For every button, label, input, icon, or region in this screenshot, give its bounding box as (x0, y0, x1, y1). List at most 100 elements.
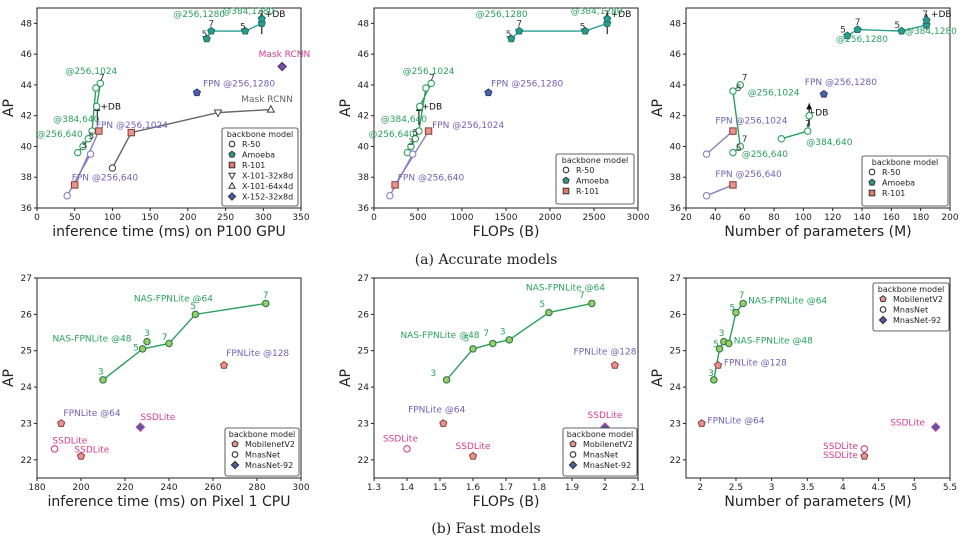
data-point (241, 26, 250, 35)
y-tick-label: 38 (358, 173, 370, 183)
y-tick-label: 44 (358, 81, 370, 91)
data-point (922, 16, 931, 24)
data-point (427, 79, 435, 88)
data-point (714, 360, 723, 369)
point-label: 5 (730, 304, 736, 314)
legend-marker (230, 460, 240, 470)
point-label: FPN @256,1280 (203, 79, 275, 89)
chart-fast-time: 180 200 220 240 260 280 300 22 23 24 25 26 27 inferen… (1, 274, 310, 510)
y-tick-label: 42 (21, 112, 32, 122)
data-point (73, 148, 82, 157)
x-tick-label: 350 (292, 213, 309, 223)
point-label: 5 (539, 300, 545, 310)
x-tick-label: 60 (739, 213, 751, 223)
x-tick-label: 180 (912, 213, 929, 223)
legend-box (555, 153, 635, 205)
legend-title: backbone model (227, 130, 293, 139)
data-point (777, 135, 786, 143)
legend-marker (562, 166, 570, 174)
point-label: 7 (162, 333, 168, 343)
point-label: @384,640 (381, 115, 427, 125)
series-line (111, 108, 271, 169)
legend-box (224, 427, 300, 477)
x-tick-label: 100 (104, 213, 121, 223)
data-point (138, 345, 147, 353)
data-point (860, 445, 869, 453)
x-tick-label: 1.4 (400, 483, 415, 493)
x-tick-label: 220 (116, 483, 133, 493)
y-tick-label: 25 (670, 347, 681, 357)
data-point (99, 376, 107, 384)
point-label: NAS-FPNLite @64 (526, 284, 605, 294)
data-point (610, 360, 619, 369)
x-tick-label: 180 (28, 483, 45, 493)
point-label: 7 (742, 135, 748, 145)
legend-title: backbone model (562, 156, 628, 165)
data-point (588, 299, 596, 308)
point-label: SSDLite (588, 411, 623, 421)
db-arrow-head (806, 103, 813, 110)
point-label: 7 (855, 18, 861, 28)
x-tick-label: 5 (911, 483, 917, 493)
point-label: 5 (88, 132, 94, 142)
data-point (819, 89, 828, 98)
point-label: FPNLite @128 (226, 349, 289, 359)
data-point (95, 127, 103, 135)
point-label: 5 (133, 344, 139, 354)
x-tick-label: 2.1 (631, 483, 645, 493)
chart-fast-flops: 1.3 1.4 1.5 1.6 1.7 1.8 1.9 2 2.1 22 23 24 25 26 27 FLO… (338, 274, 645, 510)
y-tick-label: 26 (358, 310, 370, 320)
point-label: @256,640 (742, 150, 788, 160)
legend-box (861, 155, 949, 207)
x-tick-label: 160 (883, 213, 900, 223)
point-label: 7 (429, 73, 435, 83)
y-axis-label: AP (338, 99, 354, 117)
y-tick-label: 44 (21, 81, 33, 91)
point-label: 7 (483, 329, 489, 339)
y-axis-label: AP (1, 369, 17, 387)
y-tick-label: 25 (358, 347, 369, 357)
legend-label: MnasNet (245, 451, 280, 460)
data-point (403, 445, 411, 453)
x-tick-label: 120 (824, 213, 841, 223)
legend-label: X-101-32x8d (242, 172, 293, 181)
legend-box (562, 427, 638, 477)
point-label: @384,1280 (905, 27, 957, 37)
data-point (84, 135, 93, 143)
legend-marker (228, 172, 236, 180)
x-tick-label: 2.5 (729, 483, 743, 493)
data-point (739, 299, 747, 308)
point-label: 5 (713, 340, 719, 350)
point-label: 3 (708, 369, 714, 379)
data-point (266, 104, 276, 113)
x-tick-label: 80 (768, 213, 780, 223)
y-tick-label: 48 (21, 19, 33, 29)
x-tick-label: 140 (853, 213, 870, 223)
data-point (853, 25, 862, 34)
db-arrow-label: +DB (422, 103, 443, 113)
legend-marker (868, 189, 876, 197)
point-label: 3 (719, 329, 725, 339)
data-point (697, 419, 706, 427)
legend-label: MnasNet-92 (583, 461, 631, 470)
point-label: SSDLite (74, 446, 109, 456)
point-label: FPN @256,1280 (491, 79, 563, 89)
x-axis-label: inference time (ms) on P100 GPU (52, 224, 285, 240)
point-label: FPN @256,1024 (432, 121, 504, 131)
data-point (257, 14, 266, 23)
db-arrow-label: +DB (265, 10, 286, 20)
point-label: 7 (516, 19, 522, 29)
data-point (930, 422, 941, 432)
x-tick-label: 280 (248, 483, 265, 493)
data-point (725, 339, 733, 348)
data-point (262, 299, 270, 308)
point-label: 5 (464, 335, 470, 345)
point-label: NAS-FPNLite @64 (748, 296, 827, 306)
point-label: 3 (144, 329, 150, 339)
data-point (86, 150, 95, 158)
point-label: 5 (580, 23, 586, 33)
data-point (710, 376, 718, 384)
point-label: @256,1280 (836, 35, 888, 45)
